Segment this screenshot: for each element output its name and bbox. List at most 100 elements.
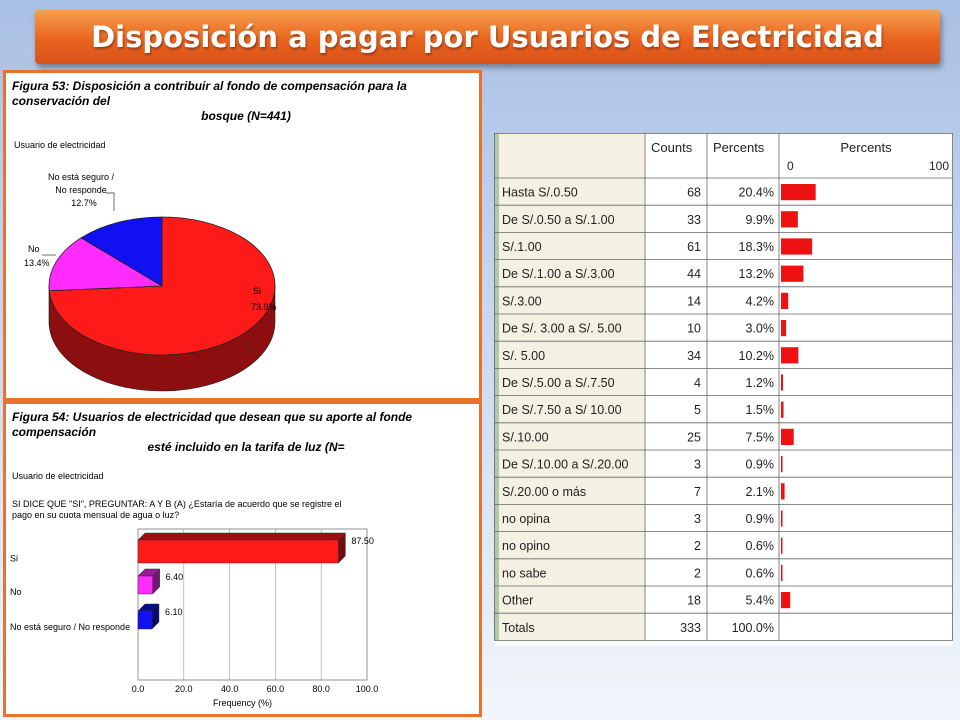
table-row-count: 4: [694, 376, 701, 390]
table-row-percent: 5.4%: [746, 594, 775, 608]
table-row-count: 7: [694, 485, 701, 499]
figure-54-caption: Usuario de electricidad: [12, 471, 104, 481]
table-row-label: S/.20.00 o más: [502, 485, 586, 499]
table-row-bar: [781, 510, 783, 527]
table-row-label: S/.1.00: [502, 240, 542, 254]
table-row-percent: 10.2%: [739, 349, 774, 363]
pie-label-si: Si: [253, 286, 261, 296]
table-row-label: Other: [502, 594, 533, 608]
table-row-label: De S/.1.00 a S/.3.00: [502, 267, 615, 281]
pie-label-no: No: [28, 244, 40, 254]
table-row-percent: 100.0%: [732, 621, 774, 635]
table-row-label: De S/.10.00 a S/.20.00: [502, 458, 629, 472]
table-row-label: De S/.7.50 a S/ 10.00: [502, 403, 622, 417]
figure-54-title: Figura 54: Usuarios de electricidad que …: [12, 410, 479, 455]
bar-xtick-label: 20.0: [175, 684, 193, 694]
figure-54-question-line2: pago en su cuota mensual de agua o luz?: [12, 510, 180, 520]
bar-category-label-0: Si: [10, 554, 18, 564]
table-row-count: 44: [687, 267, 701, 281]
table-row-percent: 20.4%: [739, 186, 774, 200]
table-row-percent: 2.1%: [746, 485, 775, 499]
bar-1: [137, 575, 153, 595]
table-row-count: 2: [694, 566, 701, 580]
figure-54-panel: Figura 54: Usuarios de electricidad que …: [3, 401, 482, 717]
table-row-percent: 4.2%: [746, 294, 775, 308]
table-row-count: 14: [687, 294, 701, 308]
figure-54-question-line1: SI DICE QUE "SI", PREGUNTAR: A Y B (A) ¿…: [12, 499, 342, 509]
table-row-label: no sabe: [502, 566, 547, 580]
pie-leader-noseguro: [106, 192, 115, 211]
table-row-bar: [781, 265, 804, 282]
bar-xtick-label: 100.0: [356, 684, 379, 694]
table-row-count: 68: [687, 186, 701, 200]
figure-53-caption: Usuario de electricidad: [14, 140, 106, 150]
table-row-label: Hasta S/.0.50: [502, 186, 578, 200]
pie-slice-2: [80, 216, 163, 287]
table-row-label: De S/.5.00 a S/.7.50: [502, 376, 615, 390]
table-row-count: 2: [694, 539, 701, 553]
table-row-bar: [781, 483, 785, 500]
bar-value-label-0: 87.50: [351, 536, 374, 546]
pie-chart: Si 73.9% No 13.4% No está seguro / No respond…: [24, 172, 277, 392]
table-header-counts: Counts: [651, 140, 693, 155]
table-row-percent: 0.6%: [746, 539, 775, 553]
bar-xlabel: Frequency (%): [213, 698, 272, 708]
table-row-percent: 0.6%: [746, 566, 775, 580]
table-row-bar: [781, 456, 783, 473]
bar-category-label-1: No: [10, 587, 22, 597]
figure-53-title-line2: bosque (N=441): [201, 109, 291, 123]
pie-leader-si: [243, 339, 255, 355]
bar-top-0: [137, 532, 346, 541]
table-row-percent: 3.0%: [746, 322, 775, 336]
figure-54-question: SI DICE QUE "SI", PREGUNTAR: A Y B (A) ¿…: [12, 499, 472, 521]
table-row-label: S/.10.00: [502, 430, 549, 444]
table-row-label: S/. 5.00: [502, 349, 545, 363]
table-header-bar: Percents: [840, 140, 892, 155]
table-row-percent: 0.9%: [746, 458, 775, 472]
table-row-label: S/.3.00: [502, 294, 542, 308]
table-row-bar: [781, 292, 789, 309]
bar-xtick-label: 40.0: [221, 684, 239, 694]
bar-xtick-label: 60.0: [267, 684, 285, 694]
table-row-label: no opino: [502, 539, 550, 553]
table-row-bar: [781, 537, 783, 554]
table-row-count: 34: [687, 349, 701, 363]
table-row-bar: [781, 238, 813, 255]
bar-value-label-2: 6.10: [165, 607, 183, 617]
bar-0: [137, 539, 339, 564]
pie-value-no: 13.4%: [24, 258, 50, 268]
table-header-bar-min: 0: [787, 159, 794, 173]
bar-category-label-2: No está seguro / No responde: [10, 622, 130, 632]
table-row-bar: [781, 428, 794, 445]
pie-value-noseguro: 12.7%: [71, 198, 97, 208]
bar-xtick-label: 80.0: [312, 684, 330, 694]
table-row-count: 10: [687, 322, 701, 336]
table-row-percent: 9.9%: [746, 213, 775, 227]
pie-label-noseguro-2: No responde: [55, 185, 107, 195]
table-row-bar: [781, 374, 784, 391]
table-row-count: 18: [687, 594, 701, 608]
table-row-count: 33: [687, 213, 701, 227]
pie-value-si: 73.9%: [251, 302, 277, 312]
table-row-bar: [781, 592, 791, 609]
table-label-column-bg: [494, 133, 645, 641]
table-row-count: 3: [694, 512, 701, 526]
table-row-bar: [781, 347, 799, 364]
figure-53-title-line1: Figura 53: Disposición a contribuir al f…: [12, 79, 407, 108]
table-row-count: 3: [694, 458, 701, 472]
table-row-percent: 1.5%: [746, 403, 775, 417]
bar-2: [137, 610, 153, 630]
figure-54-title-line1: Figura 54: Usuarios de electricidad que …: [12, 410, 413, 439]
table-row-bar: [781, 184, 816, 201]
bar-value-label-1: 6.40: [166, 572, 184, 582]
table-row-bar: [781, 564, 783, 581]
table-row-count: 5: [694, 403, 701, 417]
figure-53-title: Figura 53: Disposición a contribuir al f…: [12, 79, 479, 124]
table-row-bar: [781, 211, 798, 228]
table-header-bar-max: 100: [929, 159, 949, 173]
table-left-edge: [494, 133, 499, 641]
bar-xtick-label: 0.0: [132, 684, 145, 694]
table-header-percents: Percents: [713, 140, 765, 155]
table-row-label: De S/. 3.00 a S/. 5.00: [502, 322, 622, 336]
frequency-table-grid: Counts Percents Percents 0 100 Hasta S/.0.50 6…: [494, 133, 953, 641]
